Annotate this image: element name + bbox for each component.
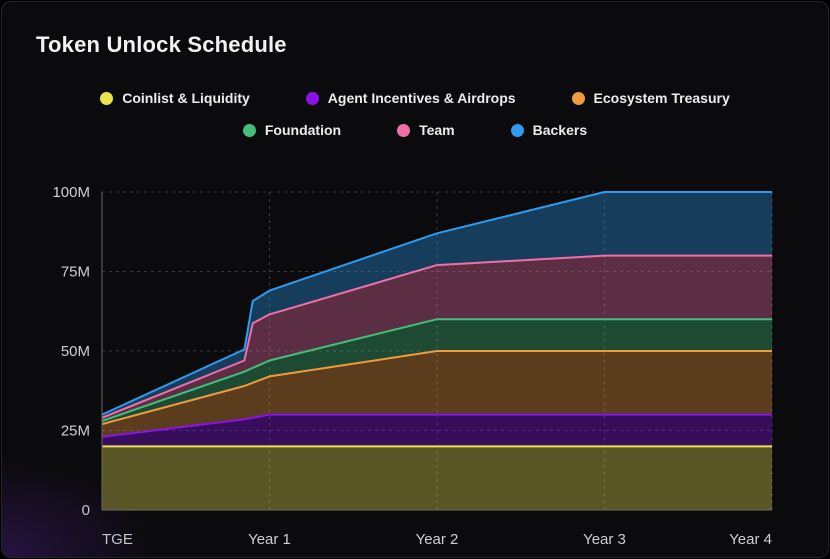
y-tick-label: 75M bbox=[61, 264, 90, 281]
legend-dot-icon bbox=[242, 123, 256, 137]
legend-label: Ecosystem Treasury bbox=[593, 90, 730, 106]
legend-dot-icon bbox=[571, 91, 585, 105]
legend-label: Agent Incentives & Airdrops bbox=[327, 90, 516, 106]
area-ecosystem-treasury bbox=[102, 351, 772, 437]
y-tick-label: 50M bbox=[61, 343, 90, 360]
y-tick-label: 100M bbox=[52, 184, 90, 201]
chart-title: Token Unlock Schedule bbox=[36, 32, 287, 57]
plot-area[interactable] bbox=[102, 192, 772, 510]
area-team bbox=[102, 255, 772, 421]
line-ecosystem-treasury bbox=[101, 350, 772, 426]
legend-dot-icon bbox=[397, 123, 411, 137]
legend-dot-icon bbox=[510, 123, 524, 137]
line-foundation bbox=[101, 318, 772, 422]
legend-label: Backers bbox=[532, 122, 588, 138]
legend-label: Team bbox=[419, 122, 455, 138]
area-backers bbox=[102, 192, 772, 418]
legend-dot-icon bbox=[305, 91, 319, 105]
x-tick-label: TGE bbox=[102, 531, 133, 548]
x-tick-label: Year 2 bbox=[416, 531, 459, 548]
legend-item-backers[interactable]: Backers bbox=[510, 122, 588, 138]
legend-item-team[interactable]: Team bbox=[397, 122, 455, 138]
legend-item-foundation[interactable]: Foundation bbox=[242, 122, 342, 138]
legend: Coinlist & Liquidity Agent Incentives & A… bbox=[65, 90, 765, 138]
area-foundation bbox=[102, 319, 772, 425]
line-team bbox=[101, 254, 772, 419]
line-backers bbox=[101, 191, 772, 416]
x-tick-label: Year 4 bbox=[729, 531, 772, 548]
y-tick-label: 0 bbox=[82, 502, 90, 519]
legend-label: Foundation bbox=[264, 122, 342, 138]
y-tick-label: 25M bbox=[61, 423, 90, 440]
legend-item-agent-incentives-airdrops[interactable]: Agent Incentives & Airdrops bbox=[305, 90, 516, 106]
x-tick-label: Year 1 bbox=[248, 531, 291, 548]
line-agent-incentives-airdrops bbox=[101, 413, 772, 438]
area-coinlist-liquidity bbox=[102, 446, 772, 510]
legend-dot-icon bbox=[100, 91, 114, 105]
legend-item-coinlist-liquidity[interactable]: Coinlist & Liquidity bbox=[100, 90, 250, 106]
x-tick-label: Year 3 bbox=[583, 531, 626, 548]
area-agent-incentives-airdrops bbox=[102, 414, 772, 447]
legend-item-ecosystem-treasury[interactable]: Ecosystem Treasury bbox=[571, 90, 730, 106]
legend-label: Coinlist & Liquidity bbox=[122, 90, 250, 106]
